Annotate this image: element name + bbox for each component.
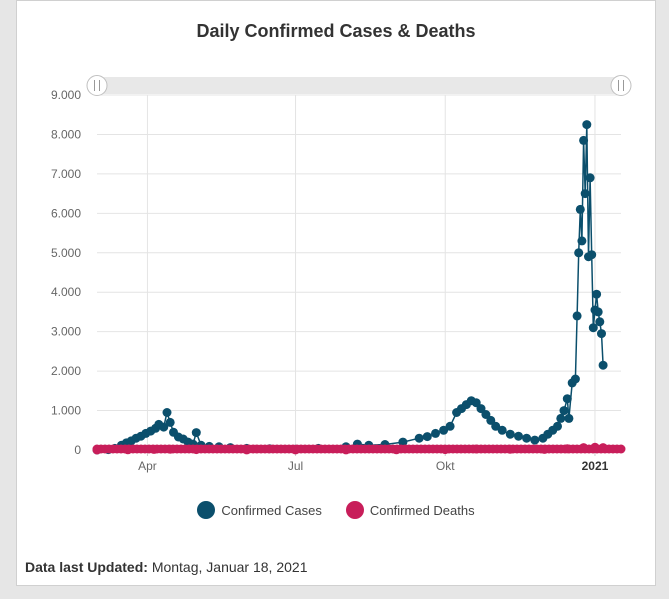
data-point[interactable] — [505, 429, 515, 439]
data-point[interactable] — [575, 204, 585, 214]
legend-item-deaths[interactable]: Confirmed Deaths — [345, 501, 475, 519]
data-point[interactable] — [616, 444, 626, 454]
data-point[interactable] — [574, 248, 584, 258]
data-point[interactable] — [582, 120, 592, 130]
data-point[interactable] — [159, 422, 169, 432]
data-point[interactable] — [505, 444, 515, 454]
data-point[interactable] — [491, 421, 501, 431]
data-point[interactable] — [162, 408, 172, 417]
data-point[interactable] — [598, 443, 608, 453]
data-point[interactable] — [587, 250, 597, 260]
data-point[interactable] — [579, 135, 589, 145]
data-point[interactable] — [530, 435, 540, 445]
navigator-right-handle[interactable] — [610, 75, 632, 96]
data-point[interactable] — [592, 289, 602, 299]
data-point[interactable] — [593, 307, 603, 317]
data-point[interactable] — [595, 317, 605, 327]
data-point[interactable] — [165, 417, 175, 427]
data-point[interactable] — [522, 433, 532, 443]
data-updated-value: Montag, Januar 18, 2021 — [151, 559, 308, 575]
data-point[interactable] — [341, 445, 351, 455]
chart-card: Daily Confirmed Cases & Deaths 0 1.000 2.0… — [16, 0, 656, 586]
data-point[interactable] — [149, 444, 159, 454]
y-tick-label: 1.000 — [51, 404, 81, 418]
y-axis-ticks: 0 1.000 2.000 3.000 4.000 5.000 6.000 7.000 8.00… — [51, 88, 81, 457]
x-tick-label: Okt — [436, 459, 455, 473]
data-point[interactable] — [540, 444, 549, 454]
data-point[interactable] — [486, 415, 496, 425]
legend-cases-swatch — [197, 501, 216, 519]
legend-deaths-label: Confirmed Deaths — [369, 502, 475, 518]
data-point[interactable] — [598, 360, 608, 370]
data-point[interactable] — [476, 404, 486, 414]
legend-cases-label: Confirmed Cases — [221, 502, 322, 518]
x-tick-label: Apr — [138, 459, 157, 473]
series-layer — [92, 120, 626, 455]
data-point[interactable] — [553, 421, 562, 431]
data-point[interactable] — [422, 432, 432, 442]
data-point[interactable] — [590, 442, 600, 452]
y-tick-label: 0 — [74, 443, 81, 457]
navigator-track[interactable] — [97, 77, 621, 94]
data-point[interactable] — [497, 425, 507, 435]
x-tick-label: 2021 — [582, 459, 609, 473]
data-point[interactable] — [559, 406, 569, 416]
series-confirmed-deaths — [92, 442, 626, 455]
data-point[interactable] — [577, 236, 587, 246]
data-point[interactable] — [440, 445, 450, 455]
legend: Confirmed Cases Confirmed Deaths — [17, 501, 655, 519]
data-point[interactable] — [123, 445, 133, 455]
data-point[interactable] — [588, 323, 598, 333]
data-point[interactable] — [92, 445, 102, 455]
data-point[interactable] — [291, 445, 300, 455]
data-point[interactable] — [564, 413, 574, 423]
data-point[interactable] — [481, 410, 491, 419]
data-point[interactable] — [570, 374, 580, 384]
data-point[interactable] — [445, 421, 455, 431]
legend-deaths-swatch — [345, 501, 364, 519]
data-point[interactable] — [191, 445, 201, 455]
data-updated-label: Data last Updated: — [25, 559, 148, 575]
data-point[interactable] — [585, 173, 595, 183]
chart-title: Daily Confirmed Cases & Deaths — [196, 21, 476, 41]
data-point[interactable] — [398, 437, 408, 447]
data-point[interactable] — [414, 433, 424, 443]
data-point[interactable] — [579, 443, 589, 453]
data-point[interactable] — [391, 445, 401, 455]
y-tick-label: 5.000 — [51, 246, 81, 260]
data-point[interactable] — [580, 189, 590, 199]
data-point[interactable] — [514, 431, 523, 441]
data-point[interactable] — [165, 444, 175, 454]
data-point[interactable] — [471, 444, 481, 454]
data-point[interactable] — [242, 445, 252, 455]
y-tick-label: 7.000 — [51, 167, 81, 181]
y-tick-label: 4.000 — [51, 285, 81, 299]
legend-item-cases[interactable]: Confirmed Cases — [197, 501, 322, 519]
data-updated-note: Data last Updated: Montag, Januar 18, 20… — [25, 559, 307, 575]
data-point[interactable] — [431, 428, 440, 438]
y-tick-label: 8.000 — [51, 127, 81, 141]
y-tick-label: 2.000 — [51, 364, 81, 378]
range-navigator[interactable] — [86, 75, 632, 96]
chart-plot[interactable]: 0 1.000 2.000 3.000 4.000 5.000 6.000 7.000 8.00… — [17, 1, 657, 501]
data-point[interactable] — [191, 428, 201, 438]
y-tick-label: 9.000 — [51, 88, 81, 102]
data-point[interactable] — [556, 413, 566, 423]
data-point[interactable] — [562, 394, 572, 404]
data-point[interactable] — [572, 311, 582, 321]
grid-lines — [97, 94, 621, 451]
y-tick-label: 3.000 — [51, 325, 81, 339]
series-confirmed-cases — [92, 120, 608, 455]
data-point[interactable] — [562, 444, 572, 454]
navigator-left-handle[interactable] — [86, 75, 108, 96]
data-point[interactable] — [439, 425, 449, 435]
x-tick-label: Jul — [288, 459, 303, 473]
y-tick-label: 6.000 — [51, 206, 81, 220]
x-axis-ticks: Apr Jul Okt 2021 — [97, 449, 621, 473]
data-point[interactable] — [597, 329, 606, 339]
